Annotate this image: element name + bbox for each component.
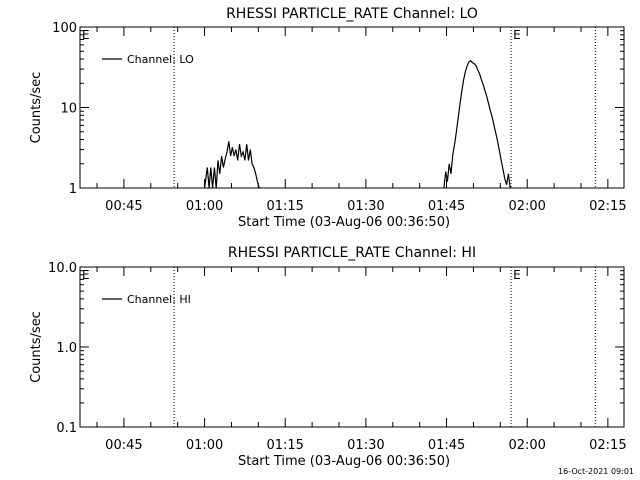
x-tick-label: 01:00 bbox=[186, 438, 223, 453]
y-tick-label: 0.1 bbox=[56, 421, 77, 436]
y-tick-label: 10 bbox=[60, 102, 77, 117]
chart-panel-1: RHESSI PARTICLE_RATE Channel: LO 00:45 01:… bbox=[29, 6, 627, 230]
x-axis-label: Start Time (03-Aug-06 00:36:50) bbox=[238, 215, 450, 230]
x-axis-label: Start Time (03-Aug-06 00:36:50) bbox=[238, 454, 450, 469]
y-tick-label: 10.0 bbox=[48, 261, 77, 276]
x-tick-label: 01:15 bbox=[266, 438, 303, 453]
x-tick-label: 02:00 bbox=[508, 438, 545, 453]
series-line-1 bbox=[204, 141, 261, 188]
series-line-2 bbox=[443, 60, 511, 188]
x-tick-label: 02:15 bbox=[589, 438, 626, 453]
y-axis-label: Counts/sec bbox=[29, 72, 44, 144]
chart-panel-2: RHESSI PARTICLE_RATE Channel: HI 00:45 01:… bbox=[29, 245, 627, 469]
x-tick-label: 01:45 bbox=[428, 199, 465, 214]
legend-label: Channel: HI bbox=[127, 293, 191, 306]
x-tick-label: 01:45 bbox=[428, 438, 465, 453]
y-axis-label: Counts/sec bbox=[29, 311, 44, 383]
x-tick-label: 02:00 bbox=[508, 199, 545, 214]
y-tick-label: 1.0 bbox=[56, 341, 77, 356]
event-line-label: E bbox=[513, 268, 521, 282]
plot-frame bbox=[79, 26, 625, 189]
x-tick-label: 00:45 bbox=[105, 438, 142, 453]
x-tick-label: 01:30 bbox=[347, 199, 384, 214]
x-tick-label: 00:45 bbox=[105, 199, 142, 214]
y-tick-label: 1 bbox=[69, 182, 77, 197]
y-tick-label: 100 bbox=[52, 21, 77, 36]
plot-frame bbox=[79, 266, 625, 428]
chart-title: RHESSI PARTICLE_RATE Channel: HI bbox=[228, 245, 476, 261]
edge-marker: E bbox=[82, 28, 90, 42]
x-tick-label: 02:15 bbox=[589, 199, 626, 214]
figure-timestamp: 16-Oct-2021 09:01 bbox=[558, 467, 634, 476]
legend-label: Channel: LO bbox=[127, 53, 194, 66]
event-line-label: E bbox=[513, 28, 521, 42]
x-tick-label: 01:00 bbox=[186, 199, 223, 214]
x-tick-label: 01:30 bbox=[347, 438, 384, 453]
edge-marker: E bbox=[82, 268, 90, 282]
chart-title: RHESSI PARTICLE_RATE Channel: LO bbox=[226, 6, 478, 22]
x-tick-label: 01:15 bbox=[266, 199, 303, 214]
